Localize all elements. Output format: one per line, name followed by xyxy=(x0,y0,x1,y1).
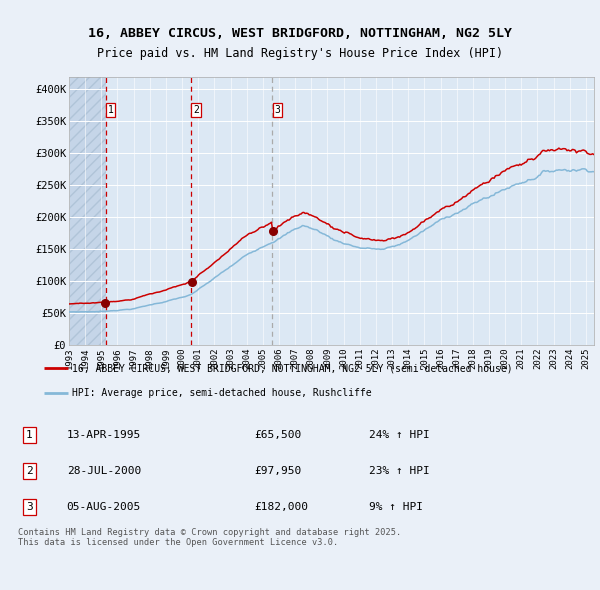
Text: £97,950: £97,950 xyxy=(254,466,301,476)
Text: 3: 3 xyxy=(274,105,280,115)
Text: 16, ABBEY CIRCUS, WEST BRIDGFORD, NOTTINGHAM, NG2 5LY: 16, ABBEY CIRCUS, WEST BRIDGFORD, NOTTIN… xyxy=(88,27,512,40)
Text: £65,500: £65,500 xyxy=(254,430,301,440)
Text: 2: 2 xyxy=(26,466,32,476)
Text: 3: 3 xyxy=(26,502,32,512)
Text: Contains HM Land Registry data © Crown copyright and database right 2025.
This d: Contains HM Land Registry data © Crown c… xyxy=(18,528,401,548)
Text: 05-AUG-2005: 05-AUG-2005 xyxy=(67,502,141,512)
Text: 28-JUL-2000: 28-JUL-2000 xyxy=(67,466,141,476)
Text: 9% ↑ HPI: 9% ↑ HPI xyxy=(369,502,423,512)
Bar xyxy=(69,77,106,345)
Text: HPI: Average price, semi-detached house, Rushcliffe: HPI: Average price, semi-detached house,… xyxy=(72,388,371,398)
Text: 2: 2 xyxy=(193,105,199,115)
Text: 24% ↑ HPI: 24% ↑ HPI xyxy=(369,430,430,440)
Text: Price paid vs. HM Land Registry's House Price Index (HPI): Price paid vs. HM Land Registry's House … xyxy=(97,47,503,60)
Text: 1: 1 xyxy=(26,430,32,440)
Text: 16, ABBEY CIRCUS, WEST BRIDGFORD, NOTTINGHAM, NG2 5LY (semi-detached house): 16, ABBEY CIRCUS, WEST BRIDGFORD, NOTTIN… xyxy=(72,363,512,373)
Text: £182,000: £182,000 xyxy=(254,502,308,512)
Text: 1: 1 xyxy=(108,105,113,115)
Text: 13-APR-1995: 13-APR-1995 xyxy=(67,430,141,440)
Text: 23% ↑ HPI: 23% ↑ HPI xyxy=(369,466,430,476)
